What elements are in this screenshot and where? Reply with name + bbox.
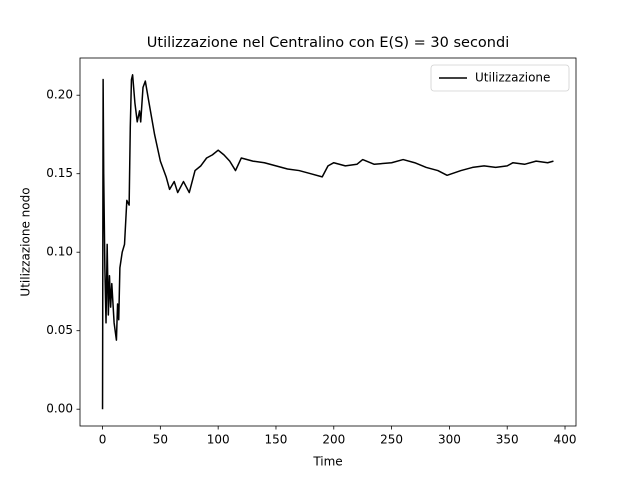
legend-box (430, 64, 570, 92)
legend-label: Utilizzazione (475, 71, 550, 85)
x-axis-label: Time (312, 455, 342, 469)
x-tick-label: 0 (99, 433, 107, 447)
x-tick-label: 200 (322, 433, 345, 447)
plot-frame (79, 57, 577, 427)
x-tick-label: 250 (380, 433, 403, 447)
y-tick-label: 0.15 (46, 166, 73, 180)
y-tick-label: 0.05 (46, 323, 73, 337)
x-tick-label: 300 (438, 433, 461, 447)
x-tick-label: 50 (153, 433, 168, 447)
y-tick-label: 0.10 (46, 245, 73, 259)
y-axis-label: Utilizzazione nodo (19, 187, 33, 296)
chart-title: Utilizzazione nel Centralino con E(S) = … (147, 35, 509, 51)
x-tick-label: 350 (496, 433, 519, 447)
x-tick-label: 100 (207, 433, 230, 447)
y-tick-label: 0.00 (46, 402, 73, 416)
x-tick-label: 400 (554, 433, 577, 447)
x-tick-label: 150 (265, 433, 288, 447)
data-line (101, 74, 554, 410)
y-tick-label: 0.20 (46, 88, 73, 102)
